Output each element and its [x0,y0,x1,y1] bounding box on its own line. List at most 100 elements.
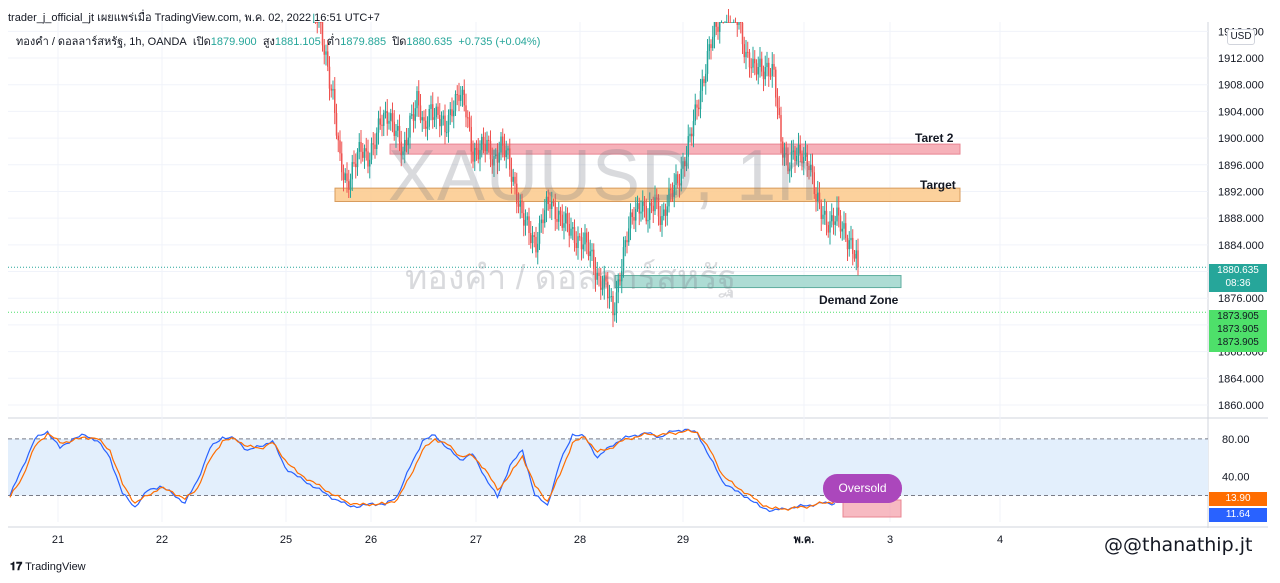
candle [395,124,397,148]
candle [486,131,488,155]
time-tick-label: 27 [470,534,482,546]
time-tick-label: 28 [574,534,586,546]
candle [799,135,801,163]
price-tick-label: 1904.000 [1218,106,1264,118]
credit-text: @thanathip.jt [1123,534,1253,556]
tradingview-logo[interactable]: 𝟏𝟕 TradingView [10,561,86,574]
candle [629,203,632,241]
candle [694,93,696,126]
candle [684,156,686,177]
candle [411,104,413,120]
candle [334,77,336,125]
candle [363,144,366,169]
candle [622,236,625,278]
candle [740,22,742,34]
price-tick-label: 1876.000 [1218,293,1264,305]
candle [503,133,506,161]
target-zone [334,187,961,202]
candle [699,78,702,119]
candle [456,85,458,106]
candle [524,209,527,236]
candle [461,85,464,107]
candle [645,198,647,225]
candle [710,39,712,60]
price-tick-label: 1860.000 [1218,400,1264,412]
candle [498,141,500,172]
candle [824,198,826,225]
candle [556,207,558,230]
candle [572,222,574,241]
candle [442,110,444,126]
candle [675,164,677,196]
candle [521,193,523,219]
countdown-value: 08:36 [1225,278,1251,289]
candle [339,130,341,161]
target2-zone [389,143,961,155]
candle [832,207,835,235]
candle [600,267,602,300]
target2-label: Taret 2 [915,131,954,145]
candle [488,135,490,153]
candle [379,106,381,130]
candle [547,189,549,211]
stoch-band [8,438,1208,496]
candle [502,128,504,158]
open-value: 1879.900 [210,36,257,48]
last-price-value: 1880.635 [1217,265,1259,276]
candle [545,191,548,223]
last-price-tag: 1880.635 08:36 [1209,264,1267,292]
candle [397,119,399,138]
candle [820,199,822,231]
candle [650,199,653,214]
candle [682,152,684,179]
candle [633,206,635,230]
candle [692,109,695,148]
candle [369,152,371,179]
candle [451,97,453,123]
candle [519,194,521,219]
candle [726,14,728,23]
candle [507,145,509,160]
candle [390,108,392,131]
candle [573,219,576,252]
candle [591,243,593,261]
candle [747,41,749,58]
candle [762,65,765,92]
candle [509,138,511,177]
candle [785,141,787,166]
candle [755,59,758,81]
candle [439,103,441,138]
candle [761,51,763,77]
candle [566,207,569,233]
candle [412,102,415,133]
candle [657,194,660,226]
candle [804,140,807,162]
currency-button[interactable]: USD [1227,29,1255,45]
symbol-line: ทองคำ / ดอลลาร์สหรัฐ, 1h, OANDA [16,36,187,48]
candle [734,17,737,23]
candle [771,52,773,88]
candle [850,225,852,249]
candle [598,268,600,287]
candle [467,110,469,129]
candle [419,93,422,124]
candle [510,157,513,194]
candle [817,180,819,211]
candle [797,132,800,168]
candle [558,201,560,231]
candle [405,127,408,153]
candle [810,153,812,177]
candle [355,153,357,179]
candle [530,221,532,249]
stoch-tick-label: 80.00 [1222,434,1250,446]
support-price-3: 1873.905 [1217,337,1259,348]
candle [664,203,667,227]
candle [752,46,754,74]
stoch-k-tag: 11.64 [1209,508,1267,522]
candle [323,39,325,65]
candle [470,115,472,164]
price-tick-label: 1908.000 [1218,80,1264,92]
candle [526,212,528,226]
support-price-2: 1873.905 [1217,324,1259,335]
